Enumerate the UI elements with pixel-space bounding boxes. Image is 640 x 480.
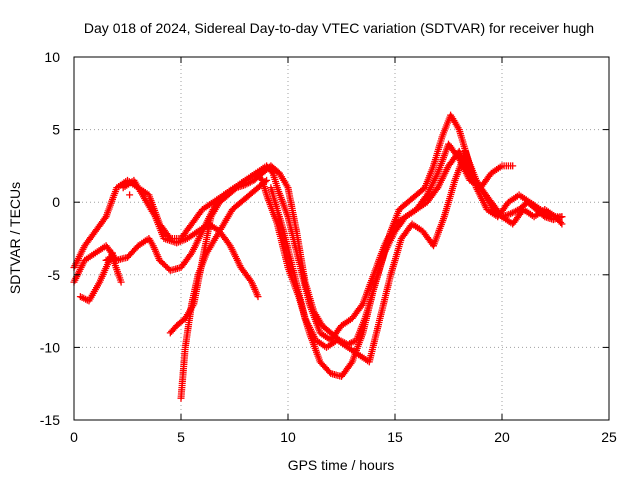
y-tick-label: -10: [40, 339, 60, 355]
plot-frame: [73, 56, 610, 421]
x-tick-label: 20: [494, 429, 510, 445]
y-tick-label: -15: [40, 412, 60, 428]
x-tick-label: 25: [601, 429, 617, 445]
y-tick-label: 5: [52, 122, 60, 138]
y-tick-label: 0: [52, 194, 60, 210]
axis-ticks: 0 5 10 15 20 25 10 5 0 -5 -10 -15: [40, 49, 617, 445]
x-tick-label: 15: [387, 429, 403, 445]
x-tick-label: 0: [70, 429, 78, 445]
marker-path: [70, 140, 517, 344]
marker-path: [70, 147, 566, 380]
series-track-5: [177, 176, 271, 402]
series-track-4: [102, 111, 566, 348]
y-tick-label: 10: [44, 49, 60, 65]
y-axis-label: SDTVAR / TECUs: [7, 182, 23, 294]
chart-title: Day 018 of 2024, Sidereal Day-to-day VTE…: [84, 20, 594, 36]
y-tick-label: -5: [48, 267, 61, 283]
marker-path: [177, 176, 271, 402]
grid-lines: [74, 57, 609, 420]
series-markers: [70, 111, 566, 402]
x-tick-label: 10: [280, 429, 296, 445]
x-axis-label: GPS time / hours: [288, 457, 395, 473]
series-track-1: [70, 147, 566, 380]
series-track-2: [70, 140, 517, 344]
marker-path: [102, 111, 566, 348]
x-tick-label: 5: [177, 429, 185, 445]
